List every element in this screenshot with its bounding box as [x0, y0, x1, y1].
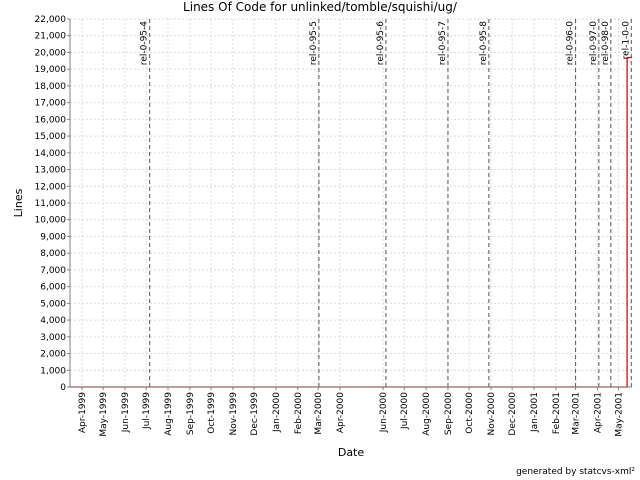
y-tick-label: 10,000	[35, 216, 67, 226]
x-tick-labels: Apr-1999 May-1999 Jun-1999 Jul-1999 Aug-1999…	[78, 392, 625, 437]
release-label: rel-0-96-0	[566, 21, 576, 65]
y-axis-label: Lines	[12, 188, 25, 217]
y-tick-label: 8,000	[40, 249, 66, 259]
y-tick-label: 19,000	[35, 65, 67, 75]
x-tick-label: Nov-2000	[487, 392, 497, 436]
x-tick-label: Aug-2000	[422, 392, 432, 436]
x-tick-label: Dec-1999	[250, 392, 260, 436]
y-tick-label: 11,000	[35, 199, 67, 209]
x-tick-label: Sep-1999	[186, 392, 196, 435]
y-tick-label: 15,000	[35, 132, 67, 142]
y-tick-label: 16,000	[35, 115, 67, 125]
x-tick-label: Jun-2000	[379, 392, 389, 433]
release-label: rel-0-95-6	[376, 21, 386, 65]
y-tick-label: 14,000	[35, 149, 67, 159]
chart-title: Lines Of Code for unlinked/tomble/squish…	[183, 0, 458, 14]
x-tick-label: Jun-1999	[121, 392, 131, 433]
y-tick-label: 21,000	[35, 32, 67, 42]
x-tick-label: May-1999	[99, 392, 109, 437]
y-tick-labels: 0 1,000 2,000 3,000 4,000 5,000 6,000 7,000 8,00…	[35, 15, 67, 393]
x-tick-label: Dec-2000	[508, 392, 518, 436]
release-label: rel-1-0-0	[621, 21, 631, 60]
x-tick-label: Jul-2000	[400, 392, 410, 430]
release-label: rel-0-95-5	[309, 21, 319, 65]
grid	[70, 18, 632, 388]
y-tick-label: 20,000	[35, 48, 67, 58]
release-label: rel-0-97-0	[589, 21, 599, 65]
x-tick-label: Apr-2000	[336, 392, 346, 433]
generator-credit: generated by statcvs-xml²	[516, 467, 635, 477]
x-tick-label: May-2001	[615, 392, 625, 437]
x-tick-label: Nov-1999	[229, 392, 239, 436]
y-tick-label: 17,000	[35, 99, 67, 109]
y-tick-label: 5,000	[40, 299, 66, 309]
y-tick-label: 1,000	[40, 366, 66, 376]
release-label: rel-0-98-0	[601, 21, 611, 65]
release-label: rel-0-95-8	[479, 21, 489, 65]
x-tick-label: Jul-1999	[142, 392, 152, 430]
x-tick-label: Apr-1999	[78, 392, 88, 433]
y-tick-label: 2,000	[40, 350, 66, 360]
y-tick-label: 12,000	[35, 182, 67, 192]
y-tick-label: 6,000	[40, 283, 66, 293]
x-tick-label: Oct-2000	[465, 392, 475, 434]
y-tick-label: 7,000	[40, 266, 66, 276]
release-markers: rel-0-95-4 rel-0-95-5 rel-0-95-6 rel-0-95-7…	[140, 19, 632, 387]
release-label: rel-0-95-4	[140, 21, 150, 65]
y-tick-label: 22,000	[35, 15, 67, 25]
x-tick-label: Aug-1999	[164, 392, 174, 436]
x-tick-label: Oct-1999	[207, 392, 217, 434]
axes	[67, 18, 632, 390]
x-tick-label: Sep-2000	[444, 392, 454, 435]
x-tick-label: Mar-2001	[572, 392, 582, 435]
x-tick-label: Apr-2001	[593, 392, 603, 433]
y-tick-label: 13,000	[35, 166, 67, 176]
y-tick-label: 18,000	[35, 82, 67, 92]
x-axis-label: Date	[338, 446, 365, 459]
y-tick-label: 3,000	[40, 333, 66, 343]
y-tick-label: 9,000	[40, 232, 66, 242]
release-label: rel-0-95-7	[438, 21, 448, 65]
x-tick-label: Feb-2000	[294, 392, 304, 434]
y-tick-label: 0	[60, 383, 66, 393]
x-tick-label: Jan-2001	[530, 392, 540, 433]
x-tick-label: Jan-2000	[272, 392, 282, 433]
x-tick-label: Feb-2001	[552, 392, 562, 434]
y-tick-label: 4,000	[40, 316, 66, 326]
x-tick-label: Mar-2000	[314, 392, 324, 435]
